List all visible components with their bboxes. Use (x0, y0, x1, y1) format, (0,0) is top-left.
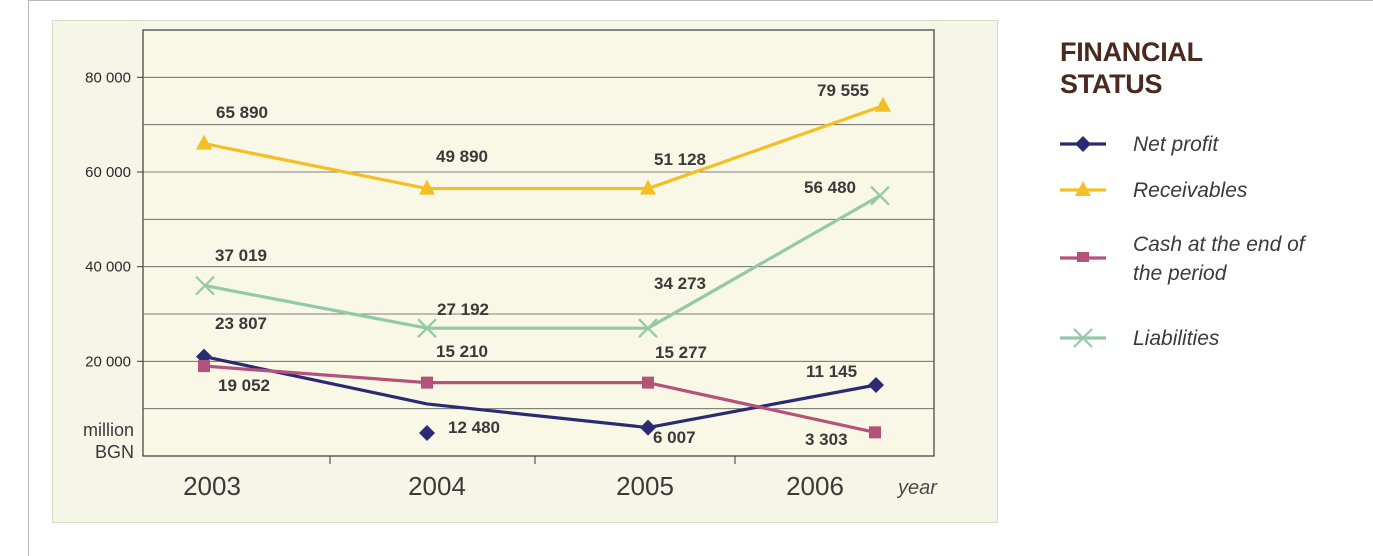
marker-liabilities (417, 318, 437, 338)
data-label: 34 273 (654, 274, 706, 293)
plot-area (142, 29, 935, 457)
data-label: 11 145 (806, 362, 857, 381)
marker-receivables (640, 179, 656, 195)
series-receivables (196, 96, 891, 195)
marker-cash-at-the-end-of-the-period (198, 360, 210, 373)
marker-liabilities (195, 275, 215, 296)
x-axis-label: year (896, 477, 938, 499)
y-tick-label: 60 000 (85, 164, 131, 181)
legend-label: Receivables (1133, 179, 1248, 202)
grid (142, 29, 935, 457)
x-tick-label: 2006 (786, 471, 844, 501)
data-label: 12 480 (448, 418, 500, 437)
data-labels: 23 807 12 480 6 007 11 145 65 890 49 890 51 12… (215, 81, 869, 449)
legend-swatch-liabilities (1060, 328, 1106, 348)
legend-title: FINANCIAL STATUS (1060, 37, 1203, 99)
legend-label: Cash at the end of the period (1133, 233, 1305, 285)
axes: 20 000 40 000 60 000 80 000 2003 2004 2005 2006… (83, 69, 938, 501)
y-axis-label: million BGN (83, 420, 134, 462)
data-label: 37 019 (215, 246, 267, 265)
legend-marker-receivables (1075, 181, 1091, 196)
legend-marker-liabilities (1073, 328, 1093, 348)
marker-cash-at-the-end-of-the-period (869, 426, 881, 439)
legend-swatch-receivables (1060, 181, 1106, 196)
data-label: 49 890 (436, 147, 488, 166)
y-tick-label: 80 000 (85, 69, 131, 86)
marker-liabilities (638, 318, 658, 338)
x-tick-label: 2005 (616, 471, 674, 501)
series-line-liabilities (204, 194, 881, 330)
series (195, 96, 891, 441)
data-label: 51 128 (654, 150, 706, 169)
legend-marker-cash-at-the-end-of-the-period (1077, 252, 1089, 262)
data-label: 19 052 (218, 376, 270, 395)
data-label: 6 007 (653, 428, 696, 447)
y-tick-label: 40 000 (85, 259, 131, 276)
data-label: 15 210 (436, 342, 488, 361)
data-label: 15 277 (655, 343, 707, 362)
marker-receivables (419, 179, 435, 195)
data-label: 3 303 (805, 430, 848, 449)
legend-label: Liabilities (1133, 327, 1220, 350)
marker-net-profit (868, 377, 884, 393)
marker-receivables (875, 96, 891, 112)
x-tick-label: 2004 (408, 471, 466, 501)
page-frame (28, 0, 1373, 556)
y-tick-label: 20 000 (85, 353, 131, 370)
marker-liabilities (870, 185, 890, 206)
series-cash-at-the-end-of-the-period (198, 360, 881, 439)
legend: FINANCIAL STATUS Net profit Receivables Ca… (1060, 36, 1360, 350)
data-label: 27 192 (437, 300, 489, 319)
legend-swatch-net-profit (1060, 136, 1106, 152)
x-tick-label: 2003 (183, 471, 241, 501)
marker-cash-at-the-end-of-the-period (421, 376, 433, 389)
data-label: 79 555 (817, 81, 869, 100)
series-line-receivables (203, 104, 884, 191)
data-label: 23 807 (215, 314, 267, 333)
legend-swatch-cash-at-the-end-of-the-period (1060, 252, 1106, 262)
series-liabilities (195, 185, 890, 338)
marker-receivables (196, 134, 212, 150)
data-label: 65 890 (216, 103, 268, 122)
marker-cash-at-the-end-of-the-period (642, 376, 654, 389)
data-label: 56 480 (804, 178, 856, 197)
series-line-cash-at-the-end-of-the-period (203, 364, 876, 434)
marker-net-profit (419, 425, 435, 441)
legend-label: Net profit (1133, 133, 1219, 156)
legend-marker-net-profit (1075, 136, 1091, 152)
marker-net-profit (640, 419, 656, 436)
